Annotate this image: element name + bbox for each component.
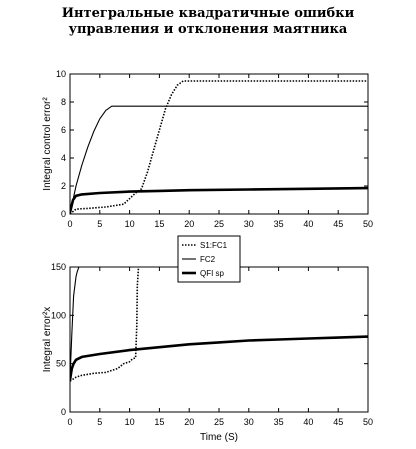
x-tick-label: 45 (333, 417, 343, 427)
x-tick-label: 20 (184, 417, 194, 427)
x-tick-label: 15 (154, 417, 164, 427)
y-tick-label: 4 (61, 153, 66, 163)
y-tick-label: 100 (51, 310, 66, 320)
x-tick-label: 10 (125, 219, 135, 229)
y-tick-label: 8 (61, 97, 66, 107)
x-tick-label: 45 (333, 219, 343, 229)
chart-title-line1: Интегральные квадратичные ошибки (61, 6, 355, 21)
x-tick-label: 0 (67, 219, 72, 229)
x-tick-label: 25 (214, 417, 224, 427)
x-tick-label: 50 (363, 417, 373, 427)
x-tick-label: 40 (303, 219, 313, 229)
chart-1: 0 5 10 15 20 25 30 35 40 45 50 0 2 4 6 8 10 Integral cont… (42, 69, 373, 229)
x-tick-label: 35 (274, 417, 284, 427)
series-line-s1-fc1 (70, 80, 368, 214)
y-axis-label: Integral error²x (42, 307, 53, 373)
y-axis-label: Integral control error² (42, 97, 53, 191)
x-tick-label: 35 (274, 219, 284, 229)
x-tick-label: 5 (97, 219, 102, 229)
legend-entry: QFI sp (200, 269, 225, 278)
chart-2: 0 5 10 15 20 25 30 35 40 45 50 0 50 100 150 Integral er… (42, 262, 373, 443)
y-tick-label: 50 (56, 359, 66, 369)
y-tick-label: 2 (61, 181, 66, 191)
legend-entry: S1:FC1 (200, 241, 228, 250)
chart-title-line2: управления и отклонения маятника (68, 22, 348, 37)
x-tick-label: 10 (125, 417, 135, 427)
x-tick-label: 30 (244, 417, 254, 427)
y-tick-label: 150 (51, 262, 66, 272)
series-line-fc2 (70, 267, 80, 379)
chart-title: Интегральные квадратичные ошибки управле… (0, 6, 416, 38)
legend-entry: FC2 (200, 255, 216, 264)
series-line-qfi-sp (70, 335, 368, 381)
x-tick-label: 15 (154, 219, 164, 229)
series-line-qfi-sp (70, 186, 368, 213)
y-tick-label: 10 (56, 69, 66, 79)
y-tick-label: 0 (61, 209, 66, 219)
x-tick-label: 50 (363, 219, 373, 229)
y-tick-label: 0 (61, 407, 66, 417)
plot-area-frame (69, 266, 369, 413)
series-group (70, 80, 368, 214)
x-tick-label: 20 (184, 219, 194, 229)
x-tick-label: 5 (97, 417, 102, 427)
series-group (70, 267, 368, 382)
legend: S1:FC1 FC2 QFI sp (177, 235, 241, 283)
x-tick-label: 25 (214, 219, 224, 229)
x-axis-label: Time (S) (200, 432, 238, 443)
x-tick-label: 0 (67, 417, 72, 427)
x-tick-label: 30 (244, 219, 254, 229)
y-tick-label: 6 (61, 125, 66, 135)
series-line-s1-fc1 (70, 267, 140, 382)
x-tick-label: 40 (303, 417, 313, 427)
series-line-fc2 (70, 105, 368, 214)
